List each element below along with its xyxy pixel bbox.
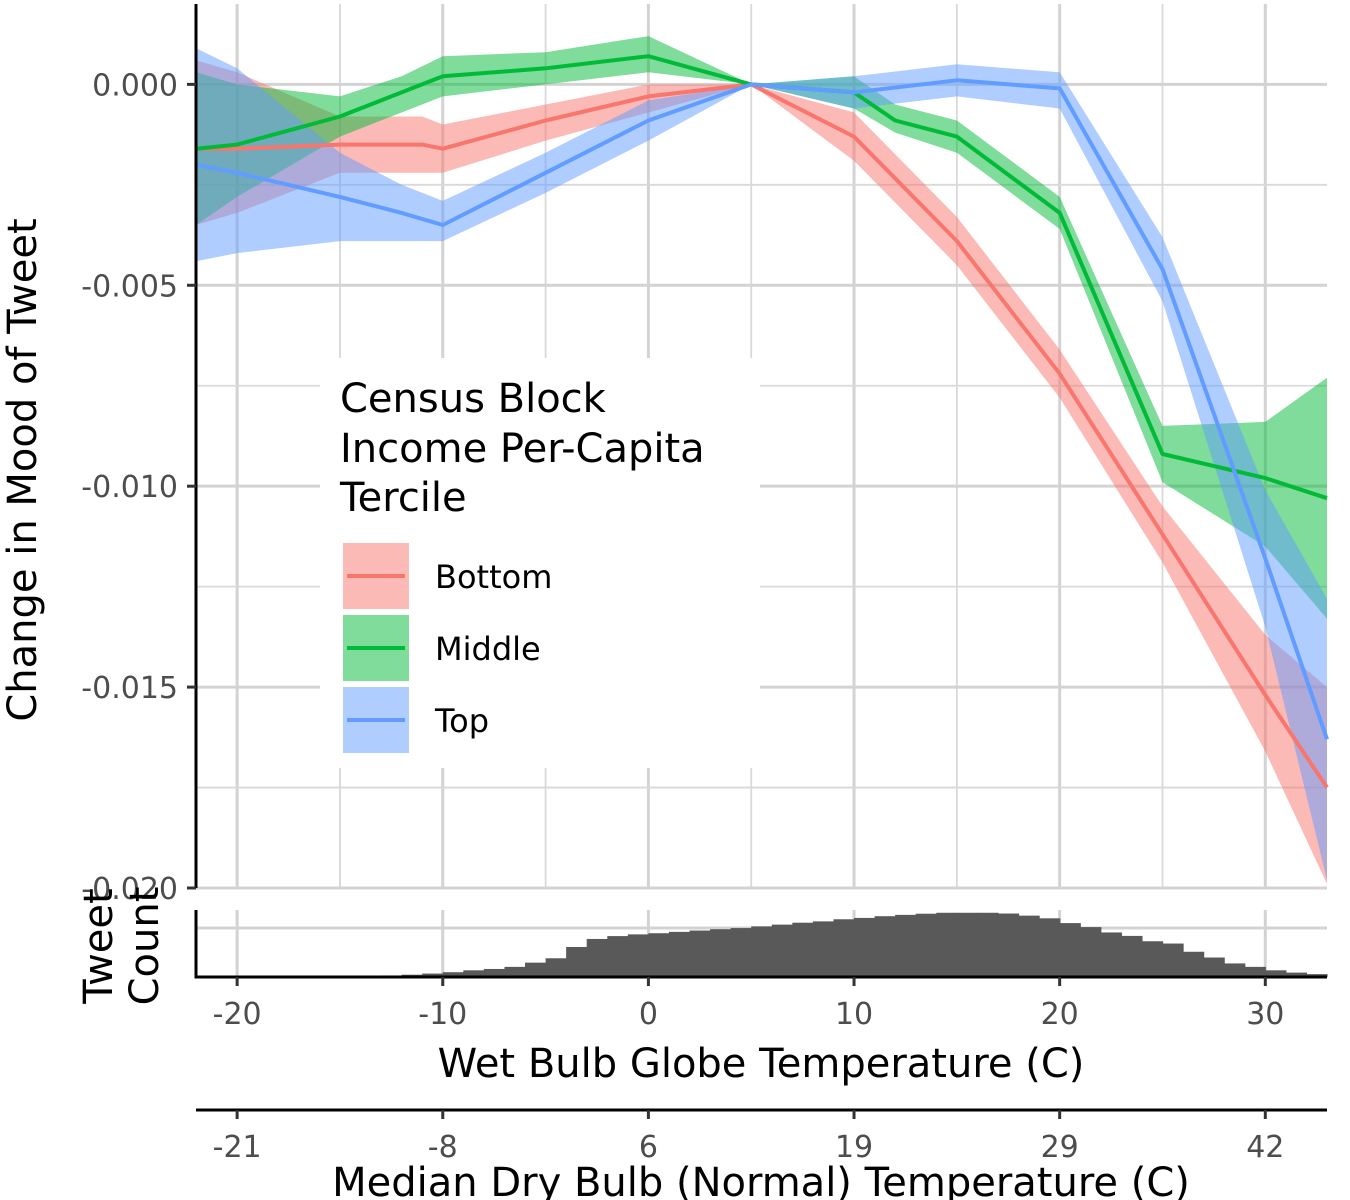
- hist-bar-40: [1018, 915, 1040, 977]
- legend-label-bottom: Bottom: [435, 558, 552, 596]
- x-axis-title: Wet Bulb Globe Temperature (C): [438, 1041, 1085, 1087]
- confidence-bands: [196, 36, 1327, 885]
- hist-bar-49: [1203, 957, 1225, 977]
- axes: [187, 4, 1327, 1119]
- hist-bar-39: [997, 913, 1020, 977]
- series-lines: [195, 54, 1329, 789]
- x-tick-label-3: 10: [835, 997, 873, 1032]
- legend-title-line-2: Income Per-Capita: [340, 426, 705, 472]
- x2-tick-label-3: 19: [835, 1130, 873, 1165]
- hist-bar-20: [607, 936, 629, 977]
- secondary-x-axis-title: Median Dry Bulb (Normal) Temperature (C): [332, 1160, 1190, 1200]
- hist-bar-42: [1059, 923, 1081, 977]
- hist-bar-32: [854, 917, 876, 977]
- hist-bar-23: [668, 931, 691, 977]
- x2-tick-label-1: -8: [428, 1130, 458, 1165]
- x-tick-label-4: 20: [1041, 997, 1079, 1032]
- hist-bar-26: [730, 928, 752, 977]
- y-tick-label-4: -0.020: [81, 872, 178, 907]
- hist-bar-22: [648, 933, 670, 977]
- x2-tick-label-5: 42: [1246, 1130, 1284, 1165]
- x-tick-label-5: 30: [1246, 997, 1284, 1032]
- hist-bar-50: [1224, 963, 1246, 977]
- hist-bar-38: [977, 912, 999, 977]
- hist-bar-21: [627, 934, 649, 977]
- hist-bar-41: [1039, 918, 1061, 977]
- legend-title-line-3: Tercile: [339, 475, 467, 521]
- y-tick-label-1: -0.005: [81, 269, 178, 304]
- hist-bar-19: [586, 938, 608, 977]
- hist-bar-51: [1244, 966, 1266, 977]
- band-middle: [196, 36, 1327, 619]
- histogram-label-line-2: Count: [122, 887, 168, 1006]
- line-top: [195, 78, 1329, 740]
- legend-title-line-1: Census Block: [340, 376, 607, 422]
- hist-bar-35: [915, 913, 937, 977]
- hist-bar-11: [422, 973, 444, 977]
- hist-bar-44: [1100, 932, 1122, 977]
- hist-bar-17: [545, 958, 567, 977]
- hist-bar-36: [936, 912, 958, 977]
- hist-bar-18: [566, 946, 588, 977]
- hist-bar-14: [483, 968, 506, 977]
- hist-bar-52: [1265, 970, 1287, 977]
- legend-label-top: Top: [434, 702, 489, 740]
- hist-bar-29: [792, 922, 814, 977]
- legend: Census Block Income Per-Capita Tercile B…: [320, 358, 760, 768]
- tick-labels: 0.000 -0.005 -0.010 -0.015 -0.020 -20 -10 0 10 20…: [81, 68, 1284, 1165]
- y-axis-title: Change in Mood of Tweet: [0, 218, 46, 721]
- hist-bar-13: [463, 970, 485, 977]
- hist-bar-30: [812, 921, 835, 977]
- hist-bar-31: [833, 919, 855, 977]
- band-top: [196, 48, 1327, 880]
- hist-bar-48: [1183, 951, 1205, 977]
- hist-bar-16: [525, 962, 547, 977]
- x-tick-label-1: -10: [418, 997, 467, 1032]
- hist-bar-28: [771, 924, 793, 977]
- y-tick-label-0: 0.000: [92, 68, 178, 103]
- legend-label-middle: Middle: [435, 630, 541, 668]
- hist-bar-43: [1080, 927, 1102, 977]
- x2-tick-label-0: -21: [213, 1130, 262, 1165]
- hist-bar-24: [689, 930, 711, 977]
- hist-bar-12: [442, 972, 464, 977]
- hist-bar-33: [874, 916, 896, 977]
- y-tick-label-2: -0.010: [81, 470, 178, 505]
- hist-bar-53: [1285, 972, 1308, 977]
- x2-tick-label-4: 29: [1041, 1130, 1079, 1165]
- x2-tick-label-2: 6: [639, 1130, 658, 1165]
- hist-bar-34: [895, 914, 917, 977]
- hist-bar-27: [751, 926, 773, 977]
- x-tick-label-0: -20: [213, 997, 262, 1032]
- hist-bar-47: [1162, 943, 1184, 977]
- hist-bar-37: [956, 912, 979, 977]
- line-bottom: [196, 82, 1329, 789]
- hist-bar-25: [710, 929, 732, 977]
- histogram-label-line-1: Tweet: [76, 888, 122, 1004]
- legend-keys: Bottom Middle Top: [343, 543, 552, 753]
- hist-bar-45: [1121, 935, 1143, 977]
- x-tick-label-2: 0: [639, 997, 658, 1032]
- hist-bar-15: [504, 966, 526, 977]
- hist-bar-46: [1141, 941, 1164, 977]
- histogram-bars: [339, 912, 1328, 977]
- y-tick-label-3: -0.015: [81, 671, 178, 706]
